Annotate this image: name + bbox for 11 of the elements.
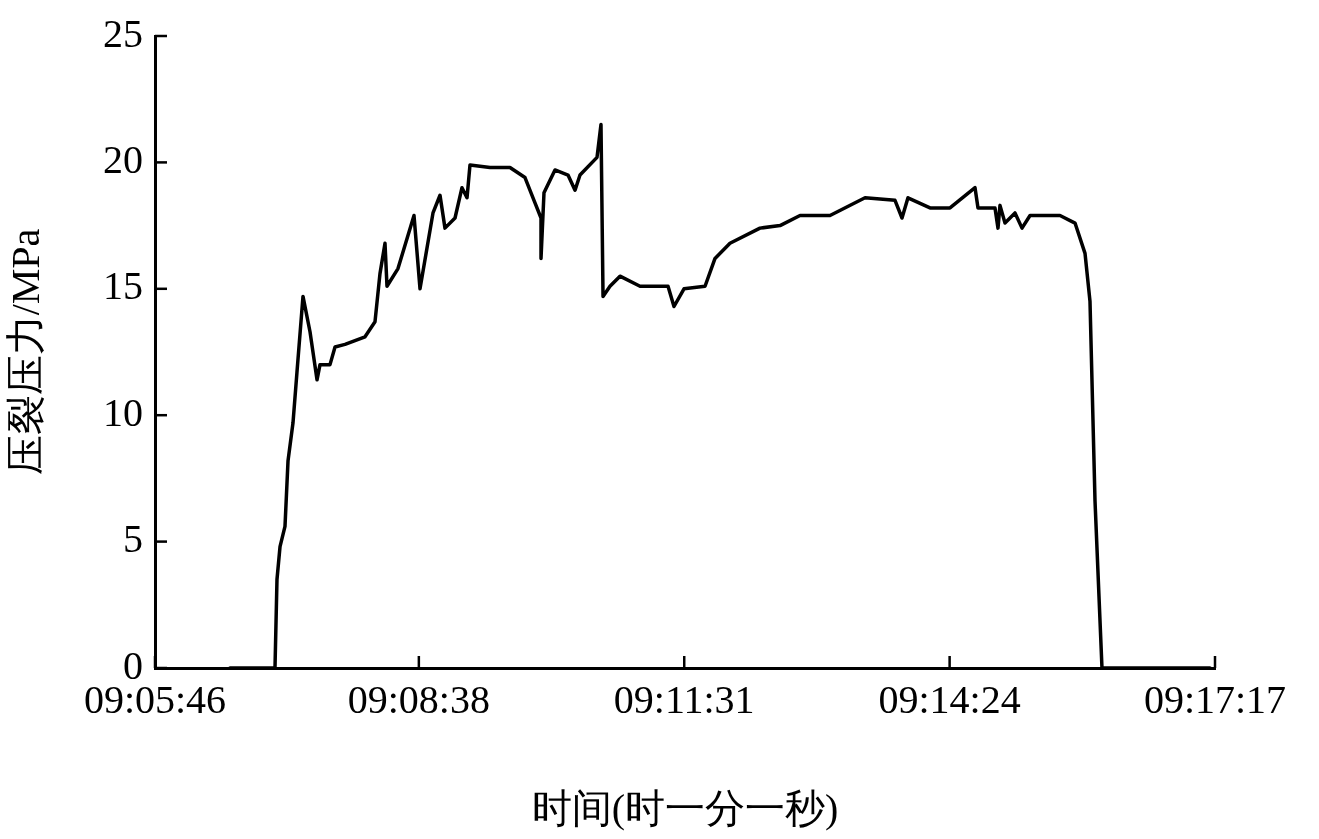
y-tick-label: 25 [103,10,143,56]
x-tick-label: 09:08:38 [347,676,490,722]
y-tick-label: 15 [103,263,143,309]
y-tick-label: 5 [123,516,143,562]
x-tick-label: 09:14:24 [878,676,1021,722]
x-tick-label: 09:17:17 [1143,676,1287,722]
y-tick-label: 10 [103,389,143,435]
y-tick-label: 20 [103,136,143,182]
y-axis-title: 压裂压力/MPa [2,228,48,476]
x-axis-title: 时间(时一分一秒) [531,785,839,831]
x-tick-label: 09:11:31 [613,676,755,722]
